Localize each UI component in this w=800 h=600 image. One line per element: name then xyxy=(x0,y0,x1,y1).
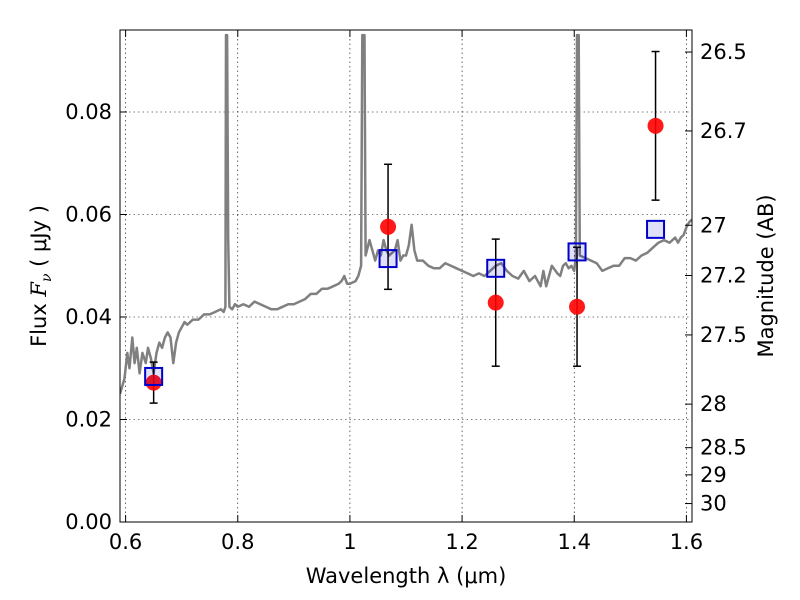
x-tick-label: 0.6 xyxy=(109,530,142,554)
observed-point xyxy=(380,218,397,235)
right-tick-label: 27.5 xyxy=(700,323,747,347)
x-tick-label: 1.2 xyxy=(445,530,478,554)
observed-point xyxy=(647,117,664,134)
y-axis-label-left: Flux Fν ( μJy ) xyxy=(27,205,55,347)
right-tick-label: 26.7 xyxy=(700,119,747,143)
model-point xyxy=(486,258,506,278)
right-tick-label: 30 xyxy=(700,492,727,516)
y-axis-label-right: Magnitude (AB) xyxy=(754,194,778,357)
y-tick-label: 0.00 xyxy=(65,510,112,534)
right-tick-label: 27.2 xyxy=(700,263,747,287)
y-tick-label: 0.08 xyxy=(65,100,112,124)
observed-points-layer xyxy=(145,117,664,391)
x-tick-label: 1.4 xyxy=(558,530,591,554)
x-axis-label: Wavelength λ (μm) xyxy=(306,564,507,588)
model-point xyxy=(567,242,587,262)
plot-area xyxy=(120,30,692,522)
model-points-layer xyxy=(144,219,666,386)
x-tick-label: 0.8 xyxy=(221,530,254,554)
right-tick-label: 26.5 xyxy=(700,40,747,64)
model-point xyxy=(646,219,666,239)
spectrum-layer xyxy=(120,33,692,395)
right-tick-label: 28.5 xyxy=(700,436,747,460)
right-tick-label: 27 xyxy=(700,213,727,237)
x-tick-label: 1 xyxy=(343,530,356,554)
axis-ticks: 0.6 0.8 1 1.2 1.4 1.6 0.00 0.02 0.04 0.06 0.08 26.5… xyxy=(65,30,747,554)
observed-point xyxy=(569,298,586,315)
right-tick-label: 29 xyxy=(700,463,727,487)
y-tick-label: 0.04 xyxy=(65,305,112,329)
observed-point xyxy=(145,374,162,391)
y-tick-label: 0.06 xyxy=(65,203,112,227)
observed-point xyxy=(487,294,504,311)
model-point xyxy=(144,366,164,386)
plot-frame xyxy=(119,29,693,523)
spectrum-line xyxy=(120,33,692,395)
model-point xyxy=(378,249,398,269)
x-tick-label: 1.6 xyxy=(670,530,703,554)
right-tick-label: 28 xyxy=(700,392,727,416)
y-tick-label: 0.02 xyxy=(65,408,112,432)
